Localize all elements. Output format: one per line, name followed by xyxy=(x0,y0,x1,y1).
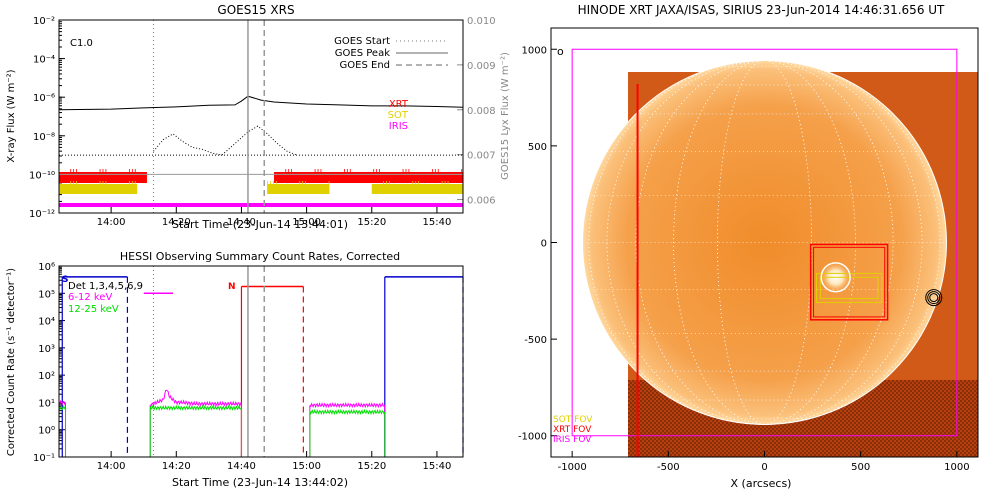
legend-iris-fov: IRIS FOV xyxy=(553,435,592,445)
hessi-series-1 xyxy=(309,408,386,416)
coverage-bar-iris xyxy=(59,203,463,207)
xrt-xtick-label: -1000 xyxy=(558,462,587,473)
grid-meridian xyxy=(717,60,812,425)
hessi-xtick-label: 15:00 xyxy=(292,461,321,472)
flare-class: C1.0 xyxy=(70,38,93,49)
hessi-ytick-label: 10⁻¹ xyxy=(33,453,55,464)
goes-xtick-label: 14:20 xyxy=(162,217,191,228)
limb-source-contour xyxy=(927,291,941,305)
legend-6-12kev: 6-12 keV xyxy=(68,292,112,303)
limb-source-contour xyxy=(929,293,939,303)
label-xrt: XRT xyxy=(389,99,409,110)
goes-ytick-label: 10⁻⁴ xyxy=(33,55,55,66)
hessi-xtick-label: 14:20 xyxy=(162,461,191,472)
hessi-series-0 xyxy=(309,402,386,409)
goes-panel: GOES15 XRS 10⁻² 10⁻⁴ 10⁻⁶ 10⁻⁸ 10⁻¹⁰ 10⁻¹² 0.0… xyxy=(6,3,511,231)
fov-box-xrt xyxy=(809,243,889,321)
goes-ytick-label: 10⁻⁶ xyxy=(33,93,55,104)
limb-source-contour xyxy=(925,289,943,307)
xrt-marker: o xyxy=(557,45,564,58)
xrt-frame xyxy=(550,27,979,458)
xrt-ytick-label: -500 xyxy=(524,335,547,346)
goes-y2tick-label: 0.010 xyxy=(467,16,496,27)
legend-goes-start: GOES Start xyxy=(334,36,390,47)
hessi-ytick-label: 10⁶ xyxy=(38,262,55,273)
hessi-xlabel: Start Time (23-Jun-14 13:44:02) xyxy=(172,476,348,489)
hessi-xtick-label: 15:20 xyxy=(357,461,386,472)
night-marker: N xyxy=(228,282,236,292)
hessi-ytick-label: 10³ xyxy=(38,344,55,355)
hessi-ytick-label: 10² xyxy=(38,371,55,382)
legend-goes-peak: GOES Peak xyxy=(335,48,390,59)
hessi-ytick-label: 10⁰ xyxy=(38,426,55,437)
goes-y2tick-label: 0.009 xyxy=(467,61,496,72)
hessi-ytick-label: 10⁴ xyxy=(38,317,55,328)
label-sot: SOT xyxy=(388,110,409,121)
xrt-ytick-label: 0 xyxy=(541,239,547,250)
coverage-bar-xrt xyxy=(274,172,463,183)
hessi-ytick-label: 10⁵ xyxy=(38,289,55,300)
goes-xlabel: Start Time (23-Jun-14 13:44:01) xyxy=(172,218,348,231)
coverage-bar-sot xyxy=(59,184,138,194)
goes-ylabel-right: GOES15 Lyx Flux (W m⁻²) xyxy=(500,52,511,180)
goes-ytick-label: 10⁻² xyxy=(33,16,55,27)
hessi-xtick-label: 15:40 xyxy=(423,461,452,472)
hessi-xtick-label: 14:00 xyxy=(97,461,126,472)
fov-box-xrt-inner xyxy=(813,246,886,318)
flare-circle xyxy=(820,262,851,293)
hessi-title: HESSI Observing Summary Count Rates, Cor… xyxy=(120,250,400,263)
goes-ytick-label: 10⁻⁸ xyxy=(33,132,55,143)
goes-short-channel-line xyxy=(153,125,298,156)
hessi-series-1 xyxy=(149,404,242,411)
hessi-xtick-label: 14:40 xyxy=(227,461,256,472)
goes-ytick-label: 10⁻¹⁰ xyxy=(29,170,55,181)
goes-xtick-label: 14:40 xyxy=(227,217,256,228)
hessi-detectors: Det 1,3,4,5,6,9 xyxy=(68,281,143,292)
xrt-xtick-label: 1000 xyxy=(944,462,969,473)
fov-box-sot-inner xyxy=(819,276,879,300)
xrt-panel: HINODE XRT JAXA/ISAS, SIRIUS 23-Jun-2014… xyxy=(518,3,979,490)
saa-marker: S xyxy=(62,275,68,285)
solar-limb xyxy=(582,60,947,425)
legend-12-25kev: 12-25 keV xyxy=(68,304,119,315)
hessi-series-1 xyxy=(58,404,66,411)
goes-xtick-label: 15:20 xyxy=(357,217,386,228)
fov-box-iris xyxy=(571,48,958,437)
hessi-ytick-label: 10¹ xyxy=(38,398,55,409)
goes-xtick-label: 15:40 xyxy=(423,217,452,228)
label-iris: IRIS xyxy=(389,121,408,132)
xrt-xtick-label: -500 xyxy=(657,462,680,473)
xrt-xtick-label: 0 xyxy=(761,462,767,473)
hessi-series-0 xyxy=(58,399,66,406)
legend-goes-end: GOES End xyxy=(340,60,390,71)
legend-xrt-fov: XRT FOV xyxy=(553,425,592,435)
hessi-series-0 xyxy=(149,389,242,408)
xrt-xtick-label: 500 xyxy=(851,462,870,473)
goes-ylabel: X-ray Flux (W m⁻²) xyxy=(6,69,17,162)
goes-y2tick-label: 0.008 xyxy=(467,106,496,117)
hessi-ylabel: Corrected Count Rate (s⁻¹ detector⁻¹) xyxy=(6,268,17,456)
goes-y2tick-label: 0.007 xyxy=(467,151,496,162)
coverage-bar-sot xyxy=(371,184,463,194)
hessi-panel: HESSI Observing Summary Count Rates, Cor… xyxy=(6,250,464,489)
xrt-title: HINODE XRT JAXA/ISAS, SIRIUS 23-Jun-2014… xyxy=(578,3,945,17)
goes-ytick-label: 10⁻¹² xyxy=(29,209,55,220)
xrt-xlabel: X (arcsecs) xyxy=(731,477,792,490)
coverage-bar-sot xyxy=(267,184,330,194)
xrt-ytick-label: -1000 xyxy=(518,432,547,443)
goes-title: GOES15 XRS xyxy=(217,3,294,17)
goes-xtick-label: 14:00 xyxy=(97,217,126,228)
xrt-ytick-label: 500 xyxy=(528,142,547,153)
goes-xtick-label: 15:00 xyxy=(292,217,321,228)
goes-long-channel-line xyxy=(58,95,464,111)
hessi-frame xyxy=(58,265,464,458)
xrt-ytick-label: 1000 xyxy=(522,45,547,56)
goes-frame xyxy=(58,19,464,214)
legend-sot-fov: SOT FOV xyxy=(553,415,593,425)
goes-y2tick-label: 0.006 xyxy=(467,196,496,207)
